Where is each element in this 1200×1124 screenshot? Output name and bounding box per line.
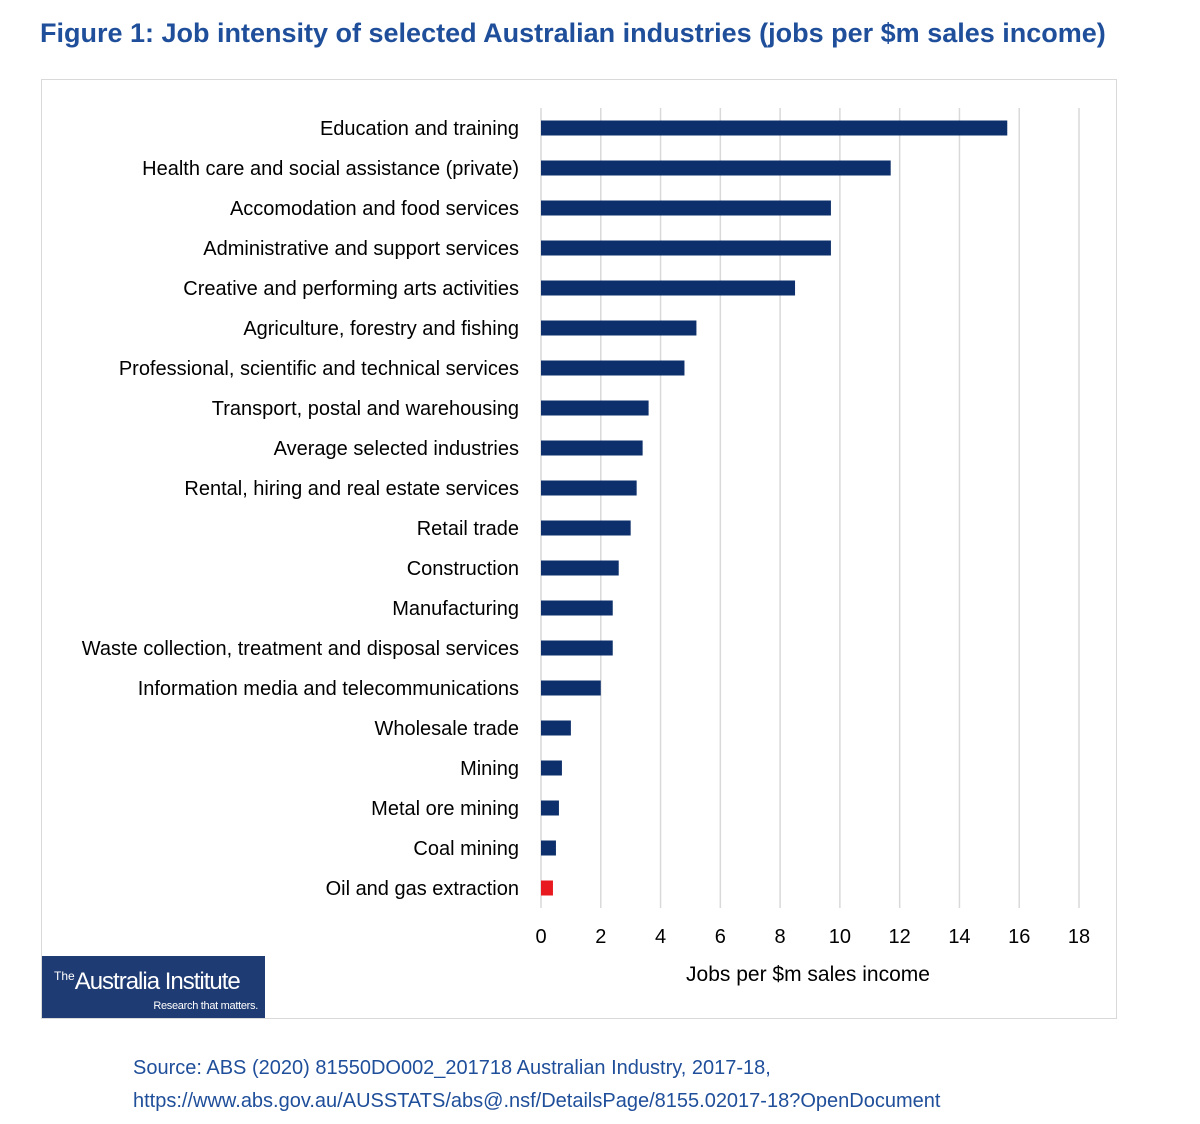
bar-average-selected-industries (541, 440, 643, 456)
category-label: Metal ore mining (371, 798, 519, 820)
source-url[interactable]: https://www.abs.gov.au/AUSSTATS/abs@.nsf… (133, 1090, 941, 1112)
bar-agriculture-forestry-and-fishing (541, 320, 697, 336)
category-label: Mining (460, 758, 519, 780)
australia-institute-logo: TheAustralia Institute Research that mat… (42, 956, 265, 1018)
bars (541, 120, 1008, 896)
grid-lines (540, 108, 1080, 908)
x-tick-label: 4 (655, 926, 666, 948)
bar-wholesale-trade (541, 720, 571, 736)
figure-title: Figure 1: Job intensity of selected Aust… (40, 18, 1106, 48)
bar-waste-collection-treatment-and-disposal-services (541, 640, 613, 656)
category-label: Administrative and support services (203, 238, 519, 260)
category-label: Average selected industries (274, 438, 519, 460)
bar-information-media-and-telecommunications (541, 680, 601, 696)
source-line-1: Source: ABS (2020) 81550DO002_201718 Aus… (133, 1057, 771, 1079)
category-label: Construction (407, 558, 519, 580)
bar-accomodation-and-food-services (541, 200, 831, 216)
bar-education-and-training (541, 120, 1008, 136)
logo-name: Australia Institute (74, 968, 241, 995)
bar-metal-ore-mining (541, 800, 559, 816)
bar-creative-and-performing-arts-activities (541, 280, 796, 296)
bar-health-care-and-social-assistance-private (541, 160, 891, 176)
category-label: Oil and gas extraction (326, 878, 519, 900)
category-label: Wholesale trade (374, 718, 519, 740)
bar-chart: Education and training Health care and so… (82, 108, 1090, 986)
category-label: Manufacturing (392, 598, 519, 620)
x-tick-label: 8 (775, 926, 786, 948)
x-tick-label: 16 (1008, 926, 1030, 948)
category-label: Creative and performing arts activities (183, 278, 519, 300)
bar-administrative-and-support-services (541, 240, 831, 256)
bar-rental-hiring-and-real-estate-services (541, 480, 637, 496)
bar-construction (541, 560, 619, 576)
category-label: Coal mining (413, 838, 519, 860)
category-label: Retail trade (417, 518, 519, 540)
source-note: Source: ABS (2020) 81550DO002_201718 Aus… (133, 1052, 940, 1118)
category-label: Transport, postal and warehousing (212, 398, 519, 420)
bar-coal-mining (541, 840, 556, 856)
x-tick-label: 18 (1068, 926, 1090, 948)
category-label: Agriculture, forestry and fishing (243, 318, 519, 340)
x-tick-label: 10 (829, 926, 851, 948)
x-tick-label: 6 (715, 926, 726, 948)
category-label: Waste collection, treatment and disposal… (82, 638, 519, 660)
x-axis-title: Jobs per $m sales income (686, 963, 930, 986)
chart-area: Education and training Health care and so… (41, 79, 1117, 1019)
category-labels: Education and training Health care and so… (82, 118, 519, 900)
category-label: Information media and telecommunications (138, 678, 519, 700)
x-tick-label: 2 (595, 926, 606, 948)
x-tick-label: 12 (889, 926, 911, 948)
x-tick-labels: 0 2 4 6 8 10 12 14 16 18 (535, 926, 1090, 948)
category-label: Professional, scientific and technical s… (119, 358, 519, 380)
x-tick-label: 0 (535, 926, 546, 948)
x-tick-label: 14 (948, 926, 970, 948)
bar-mining (541, 760, 562, 776)
bar-oil-and-gas-extraction (541, 880, 553, 896)
logo-prefix: The (54, 969, 75, 983)
logo-tagline: Research that matters. (153, 1000, 258, 1012)
category-label: Rental, hiring and real estate services (184, 478, 519, 500)
bar-professional-scientific-and-technical-services (541, 360, 685, 376)
bar-manufacturing (541, 600, 613, 616)
category-label: Health care and social assistance (priva… (142, 158, 519, 180)
category-label: Education and training (320, 118, 519, 140)
bar-retail-trade (541, 520, 631, 536)
bar-transport-postal-and-warehousing (541, 400, 649, 416)
category-label: Accomodation and food services (230, 198, 519, 220)
